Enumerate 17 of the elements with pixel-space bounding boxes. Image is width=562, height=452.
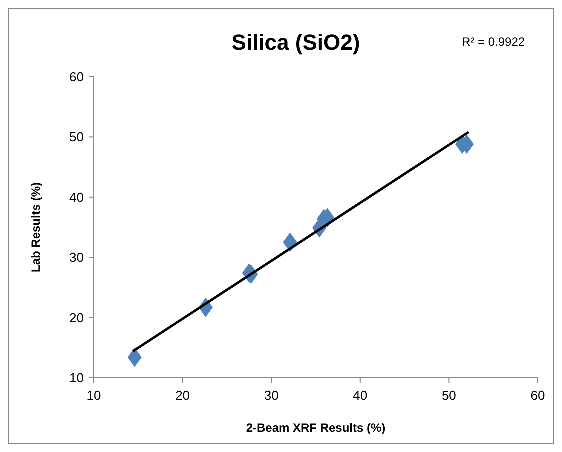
y-tick-label: 10: [70, 370, 84, 386]
y-tick-label: 20: [70, 310, 84, 326]
x-tick-label: 60: [530, 388, 546, 403]
y-axis-title: Lab Results (%): [29, 182, 43, 273]
x-tick-label: 10: [86, 388, 102, 403]
x-tick-label: 30: [264, 388, 279, 403]
x-tick-label: 20: [176, 388, 190, 403]
y-tick-label: 40: [70, 190, 84, 205]
y-tick-label: 30: [70, 250, 84, 266]
x-tick-label: 40: [353, 388, 368, 403]
y-tick-label: 50: [70, 130, 84, 145]
text: R² = 0.9922: [462, 35, 526, 49]
point: [128, 348, 142, 368]
x-tick-label: 50: [442, 388, 456, 403]
y-tick-label: 60: [70, 70, 84, 84]
chart-title: Silica (SiO2): [232, 30, 360, 55]
x-axis-title: 2-Beam XRF Results (%): [246, 421, 386, 435]
